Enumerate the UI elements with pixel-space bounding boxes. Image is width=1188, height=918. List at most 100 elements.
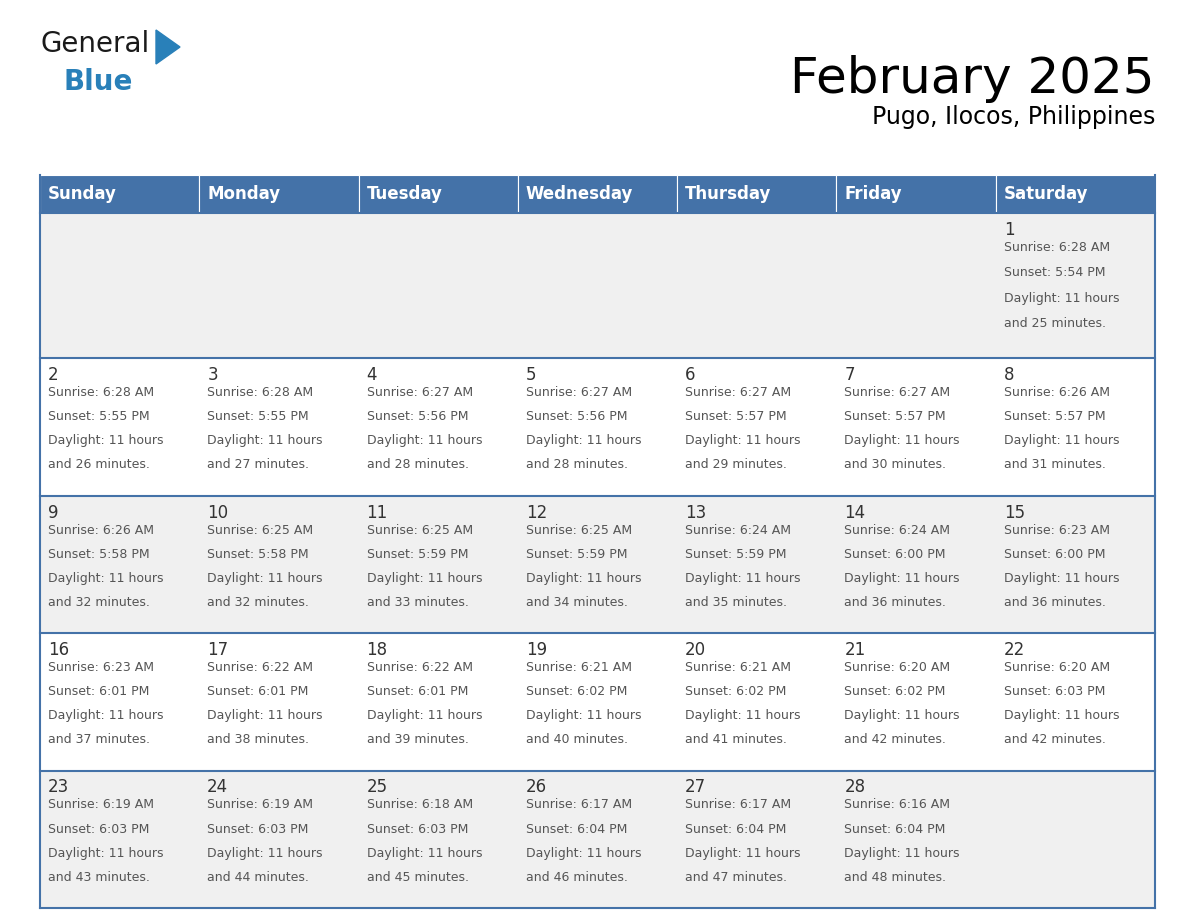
Text: Sunset: 5:59 PM: Sunset: 5:59 PM <box>685 547 786 561</box>
Text: Sunrise: 6:27 AM: Sunrise: 6:27 AM <box>685 386 791 399</box>
Text: Sunset: 5:57 PM: Sunset: 5:57 PM <box>685 410 786 423</box>
Text: and 29 minutes.: and 29 minutes. <box>685 458 786 471</box>
Text: Sunrise: 6:21 AM: Sunrise: 6:21 AM <box>685 661 791 674</box>
Text: Daylight: 11 hours: Daylight: 11 hours <box>48 846 164 859</box>
Text: Daylight: 11 hours: Daylight: 11 hours <box>526 846 642 859</box>
Text: Sunrise: 6:23 AM: Sunrise: 6:23 AM <box>1004 523 1110 536</box>
Text: Sunrise: 6:18 AM: Sunrise: 6:18 AM <box>367 799 473 812</box>
Polygon shape <box>156 30 181 64</box>
Text: February 2025: February 2025 <box>790 55 1155 103</box>
Text: 4: 4 <box>367 366 377 384</box>
FancyBboxPatch shape <box>359 175 518 213</box>
FancyBboxPatch shape <box>40 175 200 213</box>
FancyBboxPatch shape <box>40 358 1155 496</box>
Text: Daylight: 11 hours: Daylight: 11 hours <box>367 709 482 722</box>
Text: Sunrise: 6:20 AM: Sunrise: 6:20 AM <box>1004 661 1110 674</box>
Text: Sunrise: 6:28 AM: Sunrise: 6:28 AM <box>1004 241 1110 254</box>
Text: Sunrise: 6:28 AM: Sunrise: 6:28 AM <box>48 386 154 399</box>
Text: 18: 18 <box>367 641 387 659</box>
Text: Sunrise: 6:27 AM: Sunrise: 6:27 AM <box>367 386 473 399</box>
Text: Daylight: 11 hours: Daylight: 11 hours <box>367 572 482 585</box>
Text: Sunrise: 6:25 AM: Sunrise: 6:25 AM <box>526 523 632 536</box>
Text: Pugo, Ilocos, Philippines: Pugo, Ilocos, Philippines <box>872 105 1155 129</box>
Text: Sunrise: 6:23 AM: Sunrise: 6:23 AM <box>48 661 154 674</box>
Text: 23: 23 <box>48 778 69 797</box>
Text: Sunrise: 6:20 AM: Sunrise: 6:20 AM <box>845 661 950 674</box>
Text: Blue: Blue <box>64 68 133 96</box>
Text: and 42 minutes.: and 42 minutes. <box>845 733 947 746</box>
Text: Sunset: 5:57 PM: Sunset: 5:57 PM <box>845 410 946 423</box>
Text: Sunrise: 6:21 AM: Sunrise: 6:21 AM <box>526 661 632 674</box>
Text: Wednesday: Wednesday <box>526 185 633 203</box>
Text: Sunrise: 6:19 AM: Sunrise: 6:19 AM <box>207 799 314 812</box>
Text: Sunset: 5:59 PM: Sunset: 5:59 PM <box>367 547 468 561</box>
Text: Sunset: 6:03 PM: Sunset: 6:03 PM <box>1004 685 1105 698</box>
Text: 21: 21 <box>845 641 866 659</box>
Text: and 48 minutes.: and 48 minutes. <box>845 870 947 884</box>
Text: Sunset: 6:00 PM: Sunset: 6:00 PM <box>845 547 946 561</box>
Text: Daylight: 11 hours: Daylight: 11 hours <box>48 709 164 722</box>
FancyBboxPatch shape <box>40 770 1155 908</box>
Text: Daylight: 11 hours: Daylight: 11 hours <box>685 709 801 722</box>
Text: Daylight: 11 hours: Daylight: 11 hours <box>845 709 960 722</box>
Text: Daylight: 11 hours: Daylight: 11 hours <box>685 434 801 447</box>
Text: Sunset: 5:58 PM: Sunset: 5:58 PM <box>207 547 309 561</box>
Text: and 36 minutes.: and 36 minutes. <box>845 596 947 609</box>
Text: Daylight: 11 hours: Daylight: 11 hours <box>685 572 801 585</box>
Text: Sunset: 5:55 PM: Sunset: 5:55 PM <box>207 410 309 423</box>
Text: Sunset: 6:04 PM: Sunset: 6:04 PM <box>685 823 786 835</box>
Text: Sunrise: 6:22 AM: Sunrise: 6:22 AM <box>367 661 473 674</box>
Text: Sunset: 6:01 PM: Sunset: 6:01 PM <box>367 685 468 698</box>
Text: Sunrise: 6:17 AM: Sunrise: 6:17 AM <box>526 799 632 812</box>
Text: 9: 9 <box>48 503 58 521</box>
Text: Daylight: 11 hours: Daylight: 11 hours <box>526 709 642 722</box>
Text: 27: 27 <box>685 778 706 797</box>
Text: Sunset: 5:56 PM: Sunset: 5:56 PM <box>526 410 627 423</box>
Text: 11: 11 <box>367 503 387 521</box>
Text: and 46 minutes.: and 46 minutes. <box>526 870 627 884</box>
Text: and 27 minutes.: and 27 minutes. <box>207 458 309 471</box>
Text: 28: 28 <box>845 778 866 797</box>
Text: Sunset: 5:57 PM: Sunset: 5:57 PM <box>1004 410 1105 423</box>
Text: and 33 minutes.: and 33 minutes. <box>367 596 468 609</box>
Text: and 45 minutes.: and 45 minutes. <box>367 870 468 884</box>
Text: and 25 minutes.: and 25 minutes. <box>1004 317 1106 330</box>
Text: 16: 16 <box>48 641 69 659</box>
FancyBboxPatch shape <box>40 496 1155 633</box>
Text: Sunrise: 6:24 AM: Sunrise: 6:24 AM <box>845 523 950 536</box>
Text: 14: 14 <box>845 503 866 521</box>
Text: Daylight: 11 hours: Daylight: 11 hours <box>48 434 164 447</box>
Text: and 30 minutes.: and 30 minutes. <box>845 458 947 471</box>
Text: 19: 19 <box>526 641 546 659</box>
FancyBboxPatch shape <box>40 633 1155 770</box>
Text: and 39 minutes.: and 39 minutes. <box>367 733 468 746</box>
Text: Daylight: 11 hours: Daylight: 11 hours <box>1004 434 1119 447</box>
Text: Sunset: 6:03 PM: Sunset: 6:03 PM <box>367 823 468 835</box>
Text: Daylight: 11 hours: Daylight: 11 hours <box>367 846 482 859</box>
FancyBboxPatch shape <box>996 175 1155 213</box>
Text: 13: 13 <box>685 503 707 521</box>
Text: Daylight: 11 hours: Daylight: 11 hours <box>1004 292 1119 305</box>
Text: Daylight: 11 hours: Daylight: 11 hours <box>526 572 642 585</box>
Text: 26: 26 <box>526 778 546 797</box>
Text: Sunrise: 6:26 AM: Sunrise: 6:26 AM <box>1004 386 1110 399</box>
Text: 10: 10 <box>207 503 228 521</box>
Text: and 36 minutes.: and 36 minutes. <box>1004 596 1106 609</box>
Text: and 32 minutes.: and 32 minutes. <box>207 596 309 609</box>
Text: Sunset: 6:03 PM: Sunset: 6:03 PM <box>48 823 150 835</box>
Text: 6: 6 <box>685 366 696 384</box>
Text: Sunrise: 6:16 AM: Sunrise: 6:16 AM <box>845 799 950 812</box>
Text: Sunset: 6:02 PM: Sunset: 6:02 PM <box>685 685 786 698</box>
Text: Sunset: 5:56 PM: Sunset: 5:56 PM <box>367 410 468 423</box>
Text: Sunrise: 6:24 AM: Sunrise: 6:24 AM <box>685 523 791 536</box>
Text: 20: 20 <box>685 641 706 659</box>
Text: Daylight: 11 hours: Daylight: 11 hours <box>685 846 801 859</box>
Text: 7: 7 <box>845 366 855 384</box>
FancyBboxPatch shape <box>836 175 996 213</box>
Text: 5: 5 <box>526 366 536 384</box>
Text: 25: 25 <box>367 778 387 797</box>
Text: Daylight: 11 hours: Daylight: 11 hours <box>845 434 960 447</box>
FancyBboxPatch shape <box>40 213 1155 358</box>
Text: 1: 1 <box>1004 221 1015 239</box>
Text: 22: 22 <box>1004 641 1025 659</box>
